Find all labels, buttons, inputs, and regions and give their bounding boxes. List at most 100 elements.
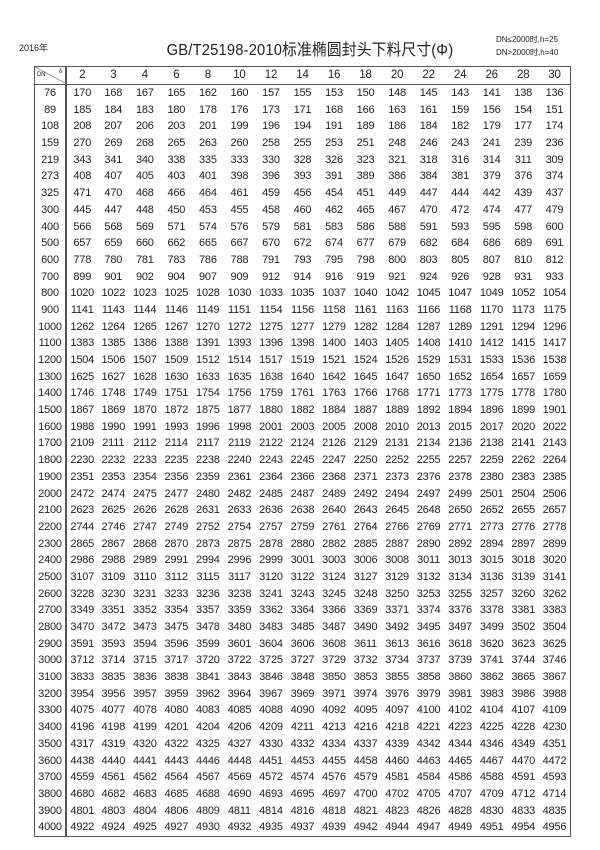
value-cell: 1763 <box>322 387 346 400</box>
value-cell: 462 <box>325 203 343 216</box>
dn-cell: 1600 <box>34 418 67 436</box>
value-cell: 4572 <box>259 771 283 784</box>
value-cell: 3349 <box>70 604 95 617</box>
value-cell: 1657 <box>511 370 536 383</box>
value-cell: 3741 <box>479 654 504 667</box>
value-cell: 2757 <box>259 520 283 533</box>
value-cell: 588 <box>388 220 406 233</box>
value-cell: 2899 <box>542 537 567 550</box>
value-cell: 3715 <box>132 654 157 667</box>
value-cell: 196 <box>262 120 280 133</box>
value-cell: 1170 <box>480 303 504 316</box>
column-header: 22 <box>412 66 445 85</box>
value-cell: 571 <box>167 220 186 233</box>
value-cell: 657 <box>73 237 92 250</box>
dn-cell: 3700 <box>34 768 67 786</box>
value-cell: 166 <box>356 103 375 116</box>
value-cell: 1154 <box>259 303 283 316</box>
value-cell: 1042 <box>385 287 409 300</box>
value-cell: 4685 <box>164 787 189 800</box>
value-cell: 3470 <box>70 621 95 634</box>
dn-cell: 3500 <box>34 735 67 753</box>
value-cell: 2359 <box>196 470 220 483</box>
value-cell: 1410 <box>448 337 472 350</box>
value-cell: 3015 <box>479 554 504 567</box>
value-cell: 3843 <box>227 671 252 684</box>
value-cell: 805 <box>451 253 470 266</box>
value-cell: 3739 <box>448 654 472 667</box>
value-cell: 1887 <box>353 404 378 417</box>
value-cell: 2655 <box>511 504 536 517</box>
value-cell: 4228 <box>511 721 536 734</box>
value-cell: 795 <box>325 253 343 266</box>
value-cell: 4104 <box>479 704 504 717</box>
value-cell: 677 <box>356 237 375 250</box>
value-cell: 924 <box>419 270 438 283</box>
dn-cell: 2300 <box>34 535 67 552</box>
value-cell: 4446 <box>196 754 220 767</box>
dn-cell: 1200 <box>34 351 67 369</box>
column-header: 14 <box>286 66 319 85</box>
table-row: 4000 4922 4924 4925 4927 4930 4932 4935 4937 4939… <box>34 818 571 837</box>
value-cell: 376 <box>514 170 533 183</box>
value-cell: 1385 <box>101 337 126 350</box>
value-cell: 4199 <box>132 721 157 734</box>
value-cell: 1526 <box>385 354 409 367</box>
value-cell: 1045 <box>416 287 441 300</box>
value-cell: 3480 <box>227 621 252 634</box>
value-cell: 3714 <box>101 654 126 667</box>
value-cell: 3238 <box>227 587 252 600</box>
value-cell: 4460 <box>385 754 409 767</box>
value-cell: 2764 <box>353 520 378 533</box>
value-cell: 3369 <box>353 604 378 617</box>
value-cell: 4688 <box>196 787 220 800</box>
dn-cell: 3100 <box>34 668 67 686</box>
dn-label: DN <box>37 72 46 78</box>
value-cell: 251 <box>356 137 375 150</box>
value-cell: 2017 <box>479 420 504 433</box>
value-cell: 162 <box>199 87 217 100</box>
value-cell: 3850 <box>322 671 346 684</box>
value-cell: 1771 <box>416 387 441 400</box>
value-cell: 4346 <box>479 737 504 750</box>
value-cell: 4930 <box>196 821 220 834</box>
value-cell: 1635 <box>227 370 252 383</box>
value-cell: 2240 <box>227 454 252 467</box>
value-cell: 3136 <box>479 570 504 583</box>
value-cell: 2867 <box>101 537 126 550</box>
value-cell: 921 <box>388 270 406 283</box>
dn-cell: 400 <box>34 218 67 235</box>
value-cell: 2636 <box>259 504 283 517</box>
value-cell: 1403 <box>353 337 378 350</box>
value-cell: 4947 <box>416 821 441 834</box>
value-cell: 1521 <box>322 354 346 367</box>
value-cell: 662 <box>167 237 186 250</box>
value-cell: 679 <box>388 237 406 250</box>
value-cell: 3623 <box>511 637 536 650</box>
value-cell: 2633 <box>227 504 252 517</box>
value-cell: 2499 <box>448 487 472 500</box>
value-cell: 3127 <box>353 570 378 583</box>
value-cell: 333 <box>230 153 249 166</box>
value-cell: 1899 <box>511 404 536 417</box>
value-cell: 1279 <box>322 320 346 333</box>
value-cell: 1749 <box>132 387 157 400</box>
value-cell: 3836 <box>132 671 157 684</box>
value-cell: 4090 <box>290 704 315 717</box>
value-cell: 4821 <box>353 804 378 817</box>
value-cell: 1265 <box>132 320 157 333</box>
value-cell: 3132 <box>416 570 441 583</box>
value-cell: 389 <box>356 170 375 183</box>
value-cell: 260 <box>230 137 249 150</box>
value-cell: 3490 <box>353 621 378 634</box>
value-cell: 1768 <box>385 387 409 400</box>
dn-cell: 1800 <box>34 451 67 469</box>
value-cell: 448 <box>135 203 154 216</box>
value-cell: 4085 <box>227 704 252 717</box>
value-cell: 258 <box>262 137 280 150</box>
value-cell: 4814 <box>259 804 283 817</box>
value-cell: 4700 <box>353 787 378 800</box>
value-cell: 161 <box>419 103 438 116</box>
value-cell: 916 <box>325 270 343 283</box>
value-cell: 246 <box>419 137 438 150</box>
